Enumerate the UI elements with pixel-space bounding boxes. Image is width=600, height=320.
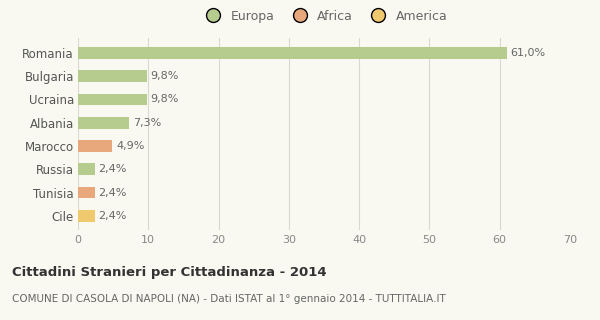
Bar [78, 187, 95, 198]
Text: 2,4%: 2,4% [98, 211, 127, 221]
Text: 61,0%: 61,0% [510, 48, 545, 58]
Bar [78, 47, 507, 59]
Text: 2,4%: 2,4% [98, 188, 127, 197]
Text: 9,8%: 9,8% [151, 71, 179, 81]
Bar [78, 94, 147, 105]
Text: Cittadini Stranieri per Cittadinanza - 2014: Cittadini Stranieri per Cittadinanza - 2… [12, 266, 326, 279]
Bar [78, 164, 95, 175]
Text: 4,9%: 4,9% [116, 141, 145, 151]
Bar [78, 117, 130, 129]
Bar [78, 70, 147, 82]
Text: 7,3%: 7,3% [133, 118, 161, 128]
Text: COMUNE DI CASOLA DI NAPOLI (NA) - Dati ISTAT al 1° gennaio 2014 - TUTTITALIA.IT: COMUNE DI CASOLA DI NAPOLI (NA) - Dati I… [12, 294, 446, 304]
Bar [78, 210, 95, 222]
Legend: Europa, Africa, America: Europa, Africa, America [201, 10, 447, 22]
Text: 9,8%: 9,8% [151, 94, 179, 105]
Text: 2,4%: 2,4% [98, 164, 127, 174]
Bar [78, 140, 112, 152]
